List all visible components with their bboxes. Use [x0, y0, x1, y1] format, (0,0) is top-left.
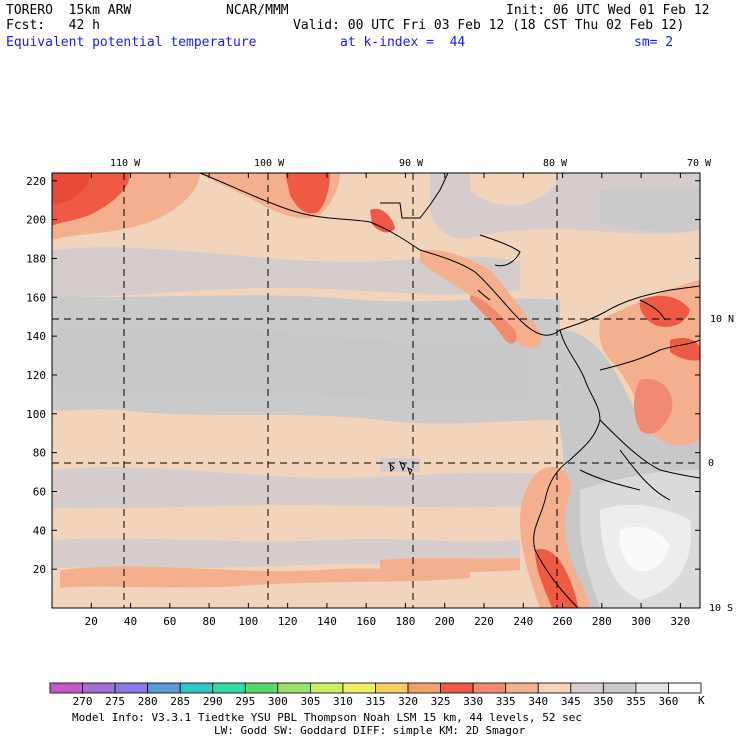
colorbar-swatch: [602, 682, 637, 694]
x-tick-label: 100: [238, 615, 258, 628]
colorbar-label: 285: [170, 695, 190, 708]
colorbar-swatch: [82, 682, 116, 694]
colorbar-label: 335: [496, 695, 516, 708]
colorbar: [49, 682, 702, 694]
colorbar-swatch: [570, 682, 604, 694]
colorbar-swatch: [505, 682, 539, 694]
colorbar-label: 345: [561, 695, 581, 708]
graticule: [52, 173, 700, 608]
y-tick-label: 60: [33, 485, 46, 498]
colorbar-swatch: [537, 682, 572, 694]
colorbar-label: 325: [431, 695, 451, 708]
colorbar-label: 270: [73, 695, 93, 708]
lon-label-90w: 90 W: [399, 158, 424, 169]
lat-label-0: 0: [708, 458, 714, 469]
colorbar-label: 280: [138, 695, 158, 708]
valid-time: Valid: 00 UTC Fri 03 Feb 12 (18 CST Thu …: [293, 18, 685, 33]
x-tick-label: 220: [474, 615, 494, 628]
colorbar-swatch: [114, 682, 149, 694]
model-title: TORERO 15km ARW: [6, 3, 132, 18]
init-time: Init: 06 UTC Wed 01 Feb 12: [506, 3, 710, 18]
x-tick-label: 140: [317, 615, 337, 628]
theta-e-field: [52, 173, 700, 608]
plot-frame: [51, 172, 701, 609]
y-tick-label: 80: [33, 447, 46, 460]
colorbar-label: 275: [105, 695, 125, 708]
colorbar-swatch: [309, 682, 344, 694]
forecast-hour: Fcst: 42 h: [6, 18, 100, 33]
colorbar-label: 295: [235, 695, 255, 708]
org-label: NCAR/MMM: [226, 3, 289, 18]
y-tick-label: 100: [26, 408, 46, 421]
colorbar-label: 320: [398, 695, 418, 708]
x-tick-label: 280: [592, 615, 612, 628]
colorbar-label: 350: [593, 695, 613, 708]
colorbar-label: 360: [659, 695, 679, 708]
colorbar-label: 300: [268, 695, 288, 708]
footer-physics-info: LW: Godd SW: Goddard DIFF: simple KM: 2D…: [214, 724, 526, 737]
lon-label-110w: 110 W: [110, 158, 141, 169]
colorbar-swatch: [147, 682, 181, 694]
x-tick-label: 20: [85, 615, 98, 628]
y-tick-label: 180: [26, 252, 46, 265]
colorbar-label: 315: [366, 695, 386, 708]
lat-label-10s: 10 S: [709, 603, 733, 614]
y-tick-label: 220: [26, 175, 46, 188]
y-tick-label: 200: [26, 214, 46, 227]
smoothing-label: sm= 2: [634, 35, 674, 50]
x-tick-label: 300: [631, 615, 651, 628]
y-tick-label: 160: [26, 291, 46, 304]
colorbar-label: 305: [300, 695, 320, 708]
x-tick-label: 240: [513, 615, 533, 628]
colorbar-label: 355: [626, 695, 646, 708]
x-tick-label: 200: [435, 615, 455, 628]
colorbar-label: 330: [463, 695, 483, 708]
colorbar-label: 340: [528, 695, 548, 708]
colorbar-swatch: [635, 682, 669, 694]
x-tick-label: 260: [553, 615, 573, 628]
y-tick-label: 120: [26, 369, 46, 382]
y-tick-label: 40: [33, 524, 46, 537]
y-tick-label: 20: [33, 563, 46, 576]
x-tick-label: 180: [396, 615, 416, 628]
colorbar-swatch: [440, 682, 474, 694]
colorbar-swatch: [277, 682, 311, 694]
colorbar-swatch: [244, 682, 279, 694]
lon-label-100w: 100 W: [254, 158, 285, 169]
level-label: at k-index = 44: [340, 35, 466, 50]
x-tick-label: 40: [124, 615, 137, 628]
lon-label-80w: 80 W: [543, 158, 568, 169]
colorbar-swatch: [668, 682, 702, 694]
x-tick-label: 80: [202, 615, 215, 628]
colorbar-swatch: [342, 682, 376, 694]
lat-label-10n: 10 N: [710, 314, 734, 325]
colorbar-swatch: [472, 682, 507, 694]
x-tick-label: 60: [163, 615, 176, 628]
lon-label-70w: 70 W: [687, 158, 712, 169]
footer-model-info: Model Info: V3.3.1 Tiedtke YSU PBL Thomp…: [72, 711, 582, 724]
colorbar-swatch: [179, 682, 214, 694]
colorbar-swatch: [407, 682, 441, 694]
colorbar-swatch: [49, 682, 83, 694]
x-tick-label: 120: [278, 615, 298, 628]
colorbar-label: 290: [203, 695, 223, 708]
x-tick-label: 320: [670, 615, 690, 628]
colorbar-swatch: [212, 682, 246, 694]
coastlines: [199, 173, 700, 608]
x-tick-label: 160: [356, 615, 376, 628]
y-tick-label: 140: [26, 330, 46, 343]
colorbar-unit: K: [698, 694, 705, 707]
colorbar-label: 310: [333, 695, 353, 708]
colorbar-swatch: [375, 682, 409, 694]
field-name: Equivalent potential temperature: [6, 35, 257, 50]
